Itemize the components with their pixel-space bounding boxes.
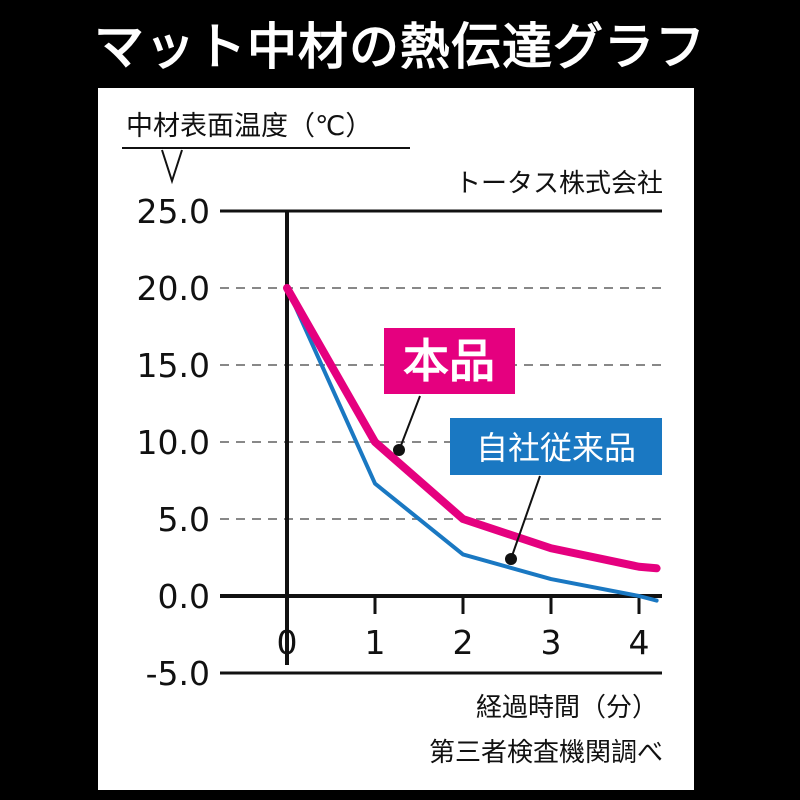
footnote: 第三者検査機関調べ	[429, 738, 663, 768]
chart-panel: 中材表面温度（℃） トータス株式会社 25.0 20.0 15.0 10.0 5.0 0.…	[98, 88, 694, 790]
y-tick-labels: 25.0 20.0 15.0 10.0 5.0 0.0 -5.0	[137, 192, 210, 693]
x-axis-label: 経過時間（分）	[476, 693, 658, 723]
x-tick-label: 2	[453, 623, 474, 662]
callout-dot-honpin	[393, 444, 405, 456]
line-chart: 中材表面温度（℃） トータス株式会社 25.0 20.0 15.0 10.0 5.0 0.…	[122, 111, 663, 768]
y-label-pointer	[161, 149, 183, 185]
y-axis-label: 中材表面温度（℃）	[126, 111, 372, 142]
source-label: トータス株式会社	[455, 169, 663, 199]
y-tick-label: 5.0	[158, 500, 210, 539]
series-line-jisha	[285, 286, 659, 603]
y-tick-label: 20.0	[137, 269, 210, 308]
y-tick-label: -5.0	[146, 654, 210, 693]
legend-box-honpin	[384, 328, 515, 394]
legend-box-jisha	[450, 418, 662, 475]
chart-title: マット中材の熱伝達グラフ	[94, 18, 706, 76]
y-tick-label: 0.0	[158, 577, 210, 616]
y-tick-label: 15.0	[137, 346, 210, 385]
x-tick-labels: 0 1 2 3 4	[277, 623, 650, 662]
series-lines	[283, 284, 661, 603]
legend-label-honpin: 本品	[403, 334, 495, 388]
x-tick-label: 0	[277, 623, 298, 662]
callout-line-honpin	[399, 395, 421, 449]
legend-label-jisha: 自社従来品	[476, 429, 636, 467]
x-tick-label: 1	[365, 623, 386, 662]
y-tick-label: 10.0	[137, 423, 210, 462]
series-line-honpin	[283, 284, 661, 573]
callout-dot-jisha	[505, 553, 517, 565]
callout-line-jisha	[511, 475, 541, 557]
x-tick-label: 4	[629, 623, 650, 662]
x-tick-label: 3	[541, 623, 562, 662]
y-tick-label: 25.0	[137, 192, 210, 231]
